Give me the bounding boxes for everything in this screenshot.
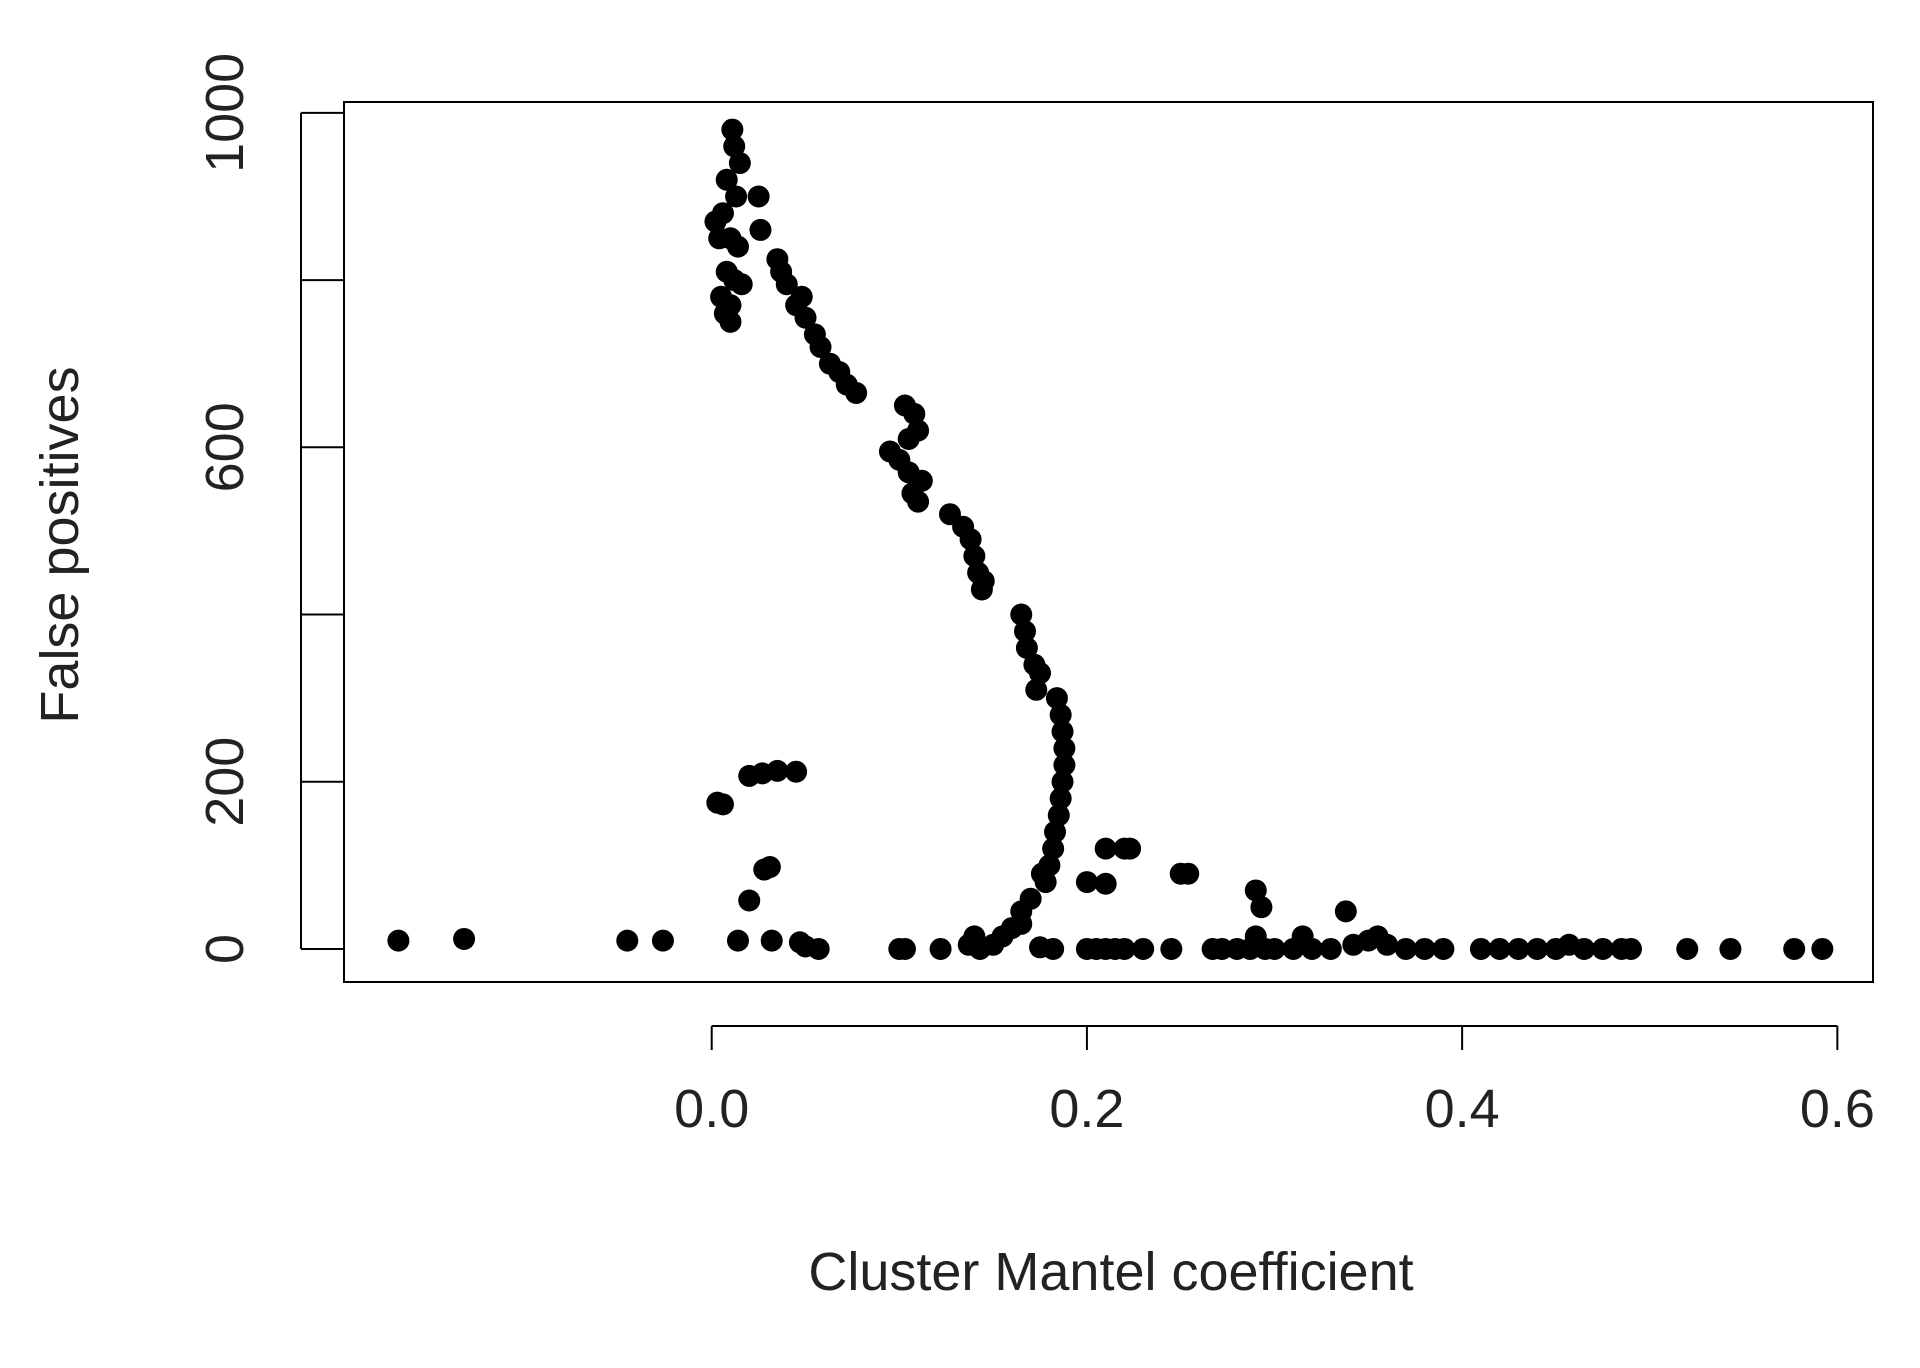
- point: [1334, 900, 1357, 923]
- point: [616, 929, 639, 952]
- point: [1051, 770, 1074, 793]
- point: [453, 927, 476, 950]
- point: [1783, 937, 1806, 960]
- point: [723, 135, 746, 158]
- point: [1029, 662, 1052, 685]
- point: [726, 929, 749, 952]
- point: [704, 210, 727, 233]
- point: [387, 929, 410, 952]
- point: [970, 578, 993, 601]
- point: [1042, 937, 1065, 960]
- point: [907, 490, 930, 513]
- point: [1047, 804, 1070, 827]
- point: [651, 929, 674, 952]
- point: [1113, 937, 1136, 960]
- point: [897, 427, 920, 450]
- point: [1010, 900, 1033, 923]
- point: [726, 235, 749, 258]
- point: [1469, 937, 1492, 960]
- point: [738, 889, 761, 912]
- point: [1719, 937, 1742, 960]
- point: [1811, 937, 1834, 960]
- point: [1094, 872, 1117, 895]
- point: [803, 323, 826, 346]
- y-tick-label: 600: [195, 402, 255, 492]
- point: [1394, 937, 1417, 960]
- x-tick-label: 0.0: [674, 1079, 749, 1139]
- point: [893, 937, 916, 960]
- point: [1045, 687, 1068, 710]
- point: [766, 759, 789, 782]
- point: [1488, 937, 1511, 960]
- point: [1250, 896, 1273, 919]
- point: [1119, 837, 1142, 860]
- point: [1049, 703, 1072, 726]
- point: [1015, 636, 1038, 659]
- point: [760, 929, 783, 952]
- point: [747, 185, 770, 208]
- x-axis-title: Cluster Mantel coefficient: [808, 1242, 1413, 1302]
- point: [1053, 754, 1076, 777]
- x-tick-label: 0.2: [1049, 1079, 1124, 1139]
- y-axis-title: False positives: [30, 366, 90, 723]
- point: [1094, 837, 1117, 860]
- point: [1507, 937, 1530, 960]
- point: [903, 402, 926, 425]
- point: [959, 528, 982, 551]
- point: [929, 937, 952, 960]
- point: [818, 352, 841, 375]
- point: [1244, 879, 1267, 902]
- point: [725, 185, 748, 208]
- point: [1044, 820, 1067, 843]
- point: [711, 793, 734, 816]
- point: [1014, 620, 1037, 643]
- point: [1010, 603, 1033, 626]
- point: [1075, 871, 1098, 894]
- point: [728, 152, 751, 175]
- point: [1025, 678, 1048, 701]
- point: [1591, 937, 1614, 960]
- point: [730, 273, 753, 296]
- point: [715, 168, 738, 191]
- y-tick-label: 0: [195, 934, 255, 964]
- point: [1132, 937, 1155, 960]
- y-tick-label: 1000: [195, 53, 255, 173]
- point: [1049, 787, 1072, 810]
- point: [721, 118, 744, 141]
- point: [1169, 862, 1192, 885]
- point: [1301, 937, 1324, 960]
- point: [1319, 937, 1342, 960]
- point: [1160, 937, 1183, 960]
- plot-box: [343, 101, 1874, 983]
- point: [1573, 937, 1596, 960]
- point: [1619, 937, 1642, 960]
- point: [758, 856, 781, 879]
- x-tick-label: 0.4: [1425, 1079, 1500, 1139]
- point: [1030, 862, 1053, 885]
- point: [766, 248, 789, 271]
- point: [1042, 837, 1065, 860]
- y-tick-label: 200: [195, 737, 255, 827]
- point: [807, 937, 830, 960]
- point: [749, 218, 772, 241]
- point: [1432, 937, 1455, 960]
- point: [1413, 937, 1436, 960]
- point: [785, 760, 808, 783]
- point: [1526, 937, 1549, 960]
- point: [1376, 933, 1399, 956]
- point: [719, 310, 742, 333]
- point: [1051, 720, 1074, 743]
- point: [963, 545, 986, 568]
- point: [1676, 937, 1699, 960]
- x-tick-label: 0.6: [1800, 1079, 1875, 1139]
- point: [790, 285, 813, 308]
- point: [1053, 737, 1076, 760]
- point: [1263, 937, 1286, 960]
